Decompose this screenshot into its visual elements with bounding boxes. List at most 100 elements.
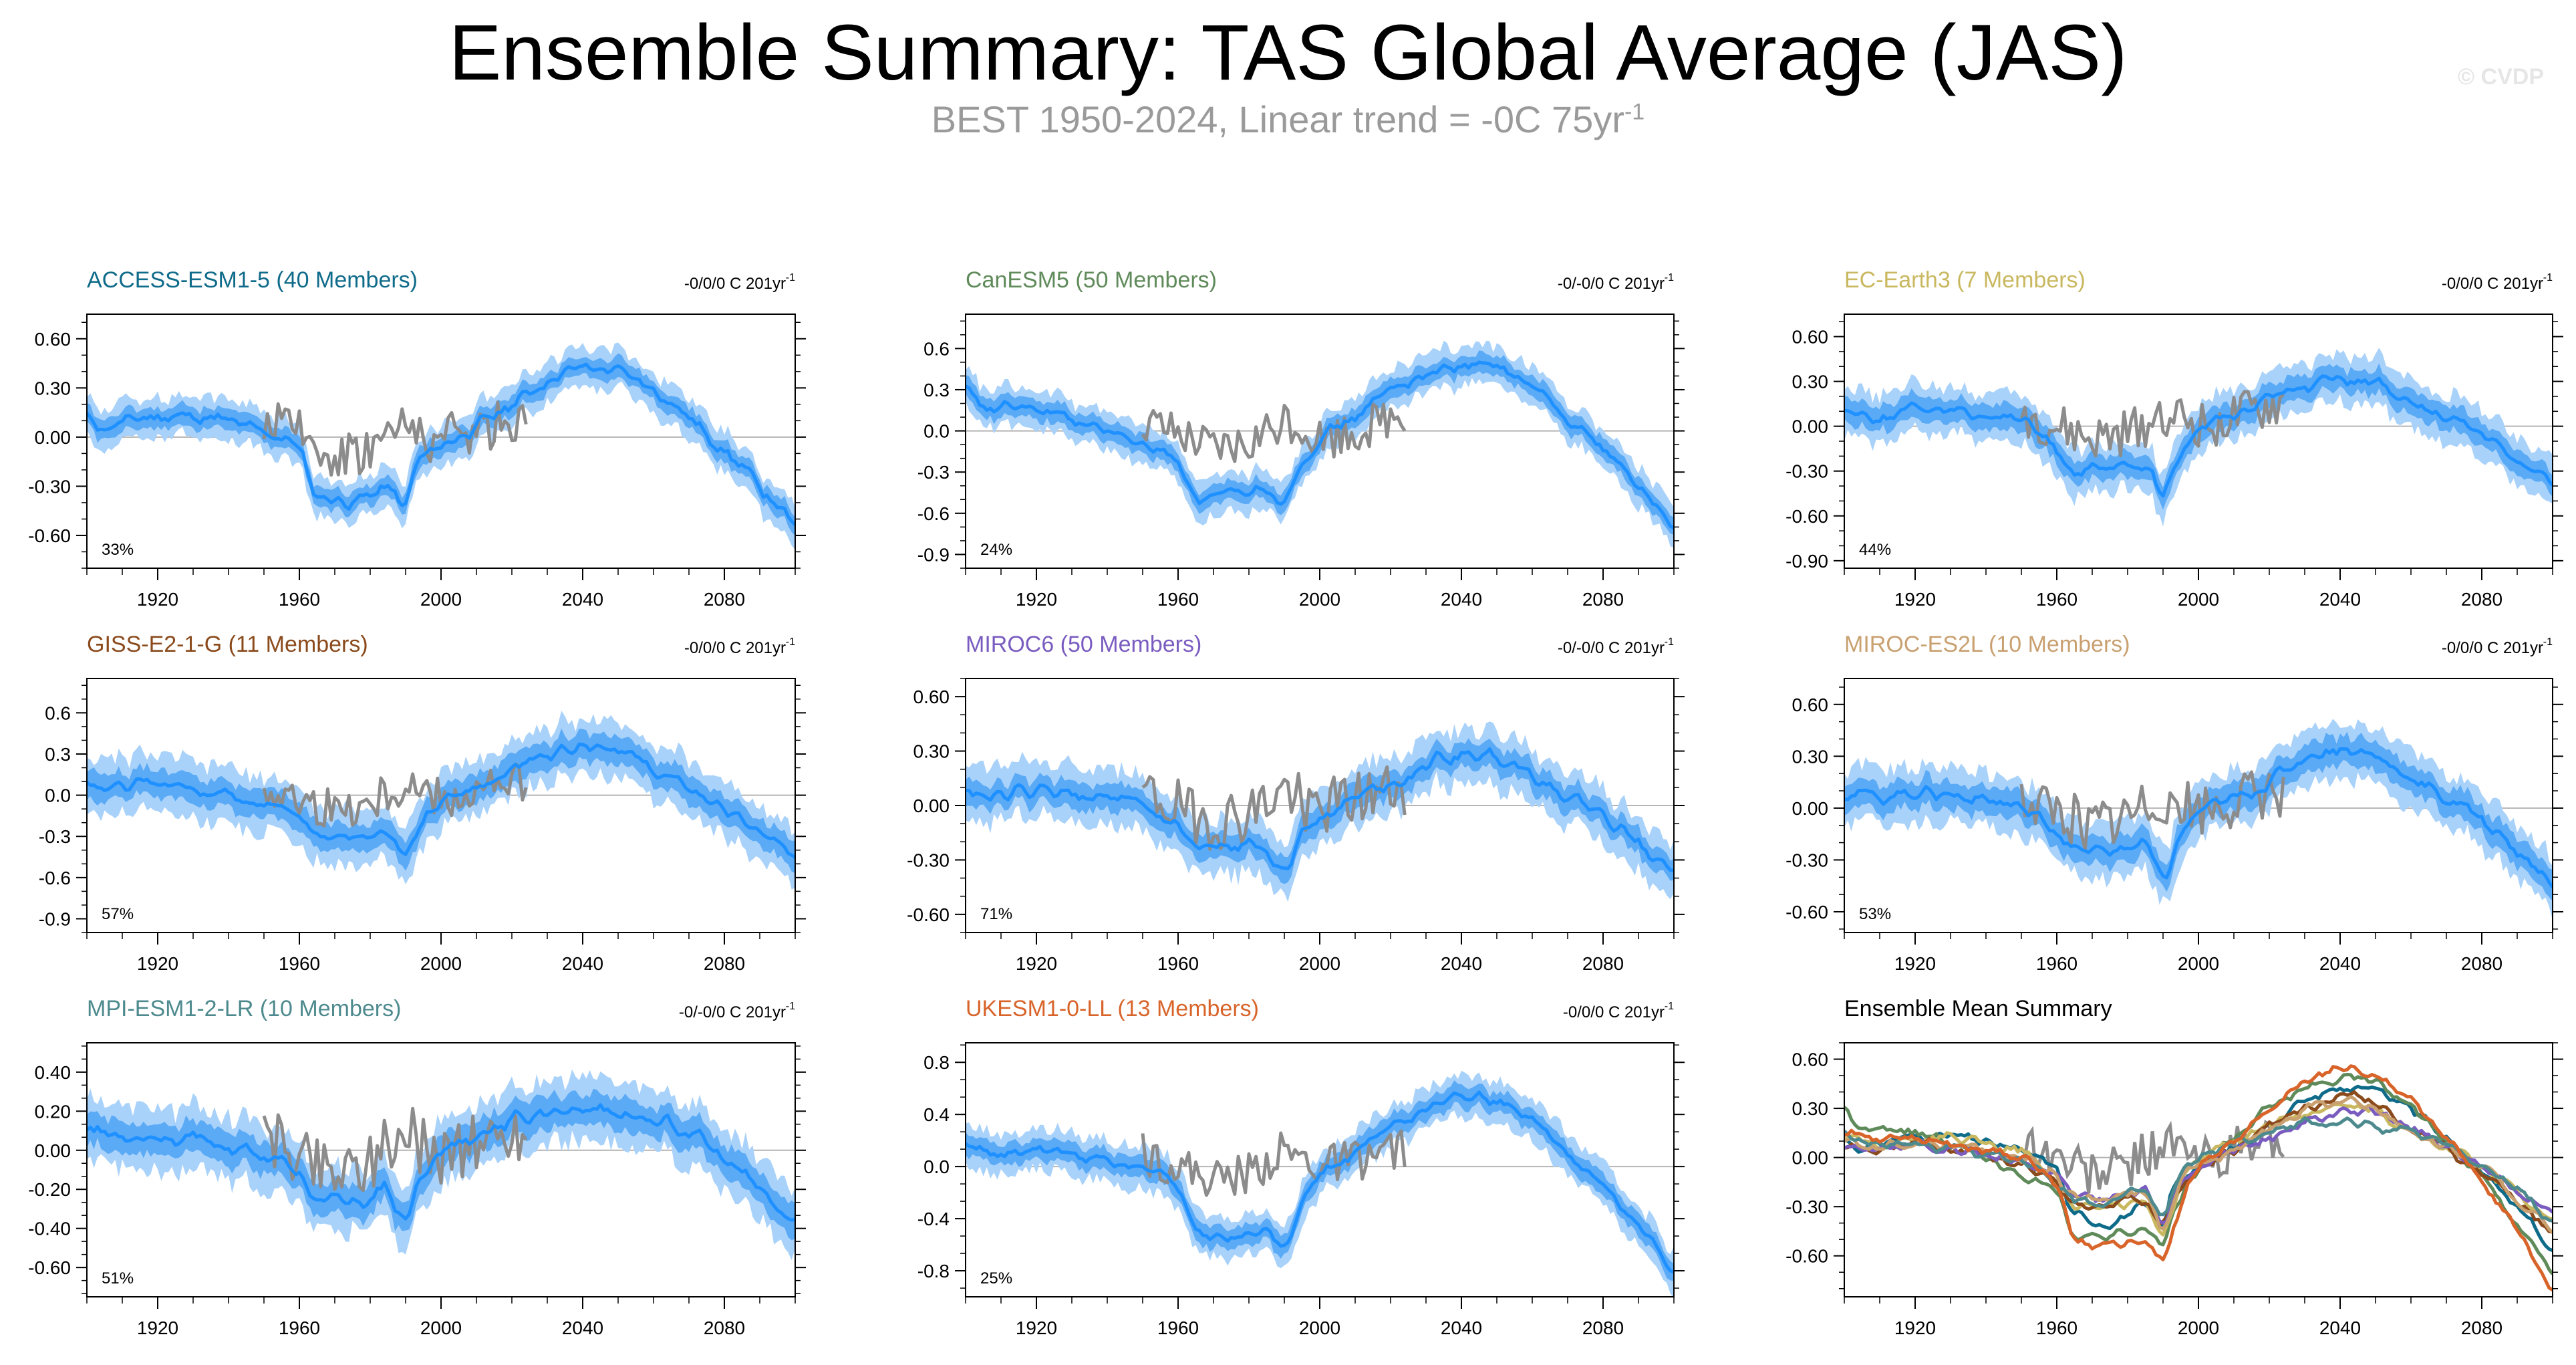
- percent-label: 57%: [102, 905, 134, 923]
- panel-title: ACCESS-ESM1-5 (40 Members): [87, 267, 418, 293]
- y-tick-label: -0.30: [1785, 1197, 1828, 1217]
- y-tick-label: 0.00: [1792, 798, 1829, 819]
- x-tick-label: 2040: [2319, 1318, 2361, 1338]
- observations-line: [2019, 770, 2285, 851]
- panel-title: MPI-ESM1-2-LR (10 Members): [87, 996, 401, 1021]
- panel-title: UKESM1-0-LL (13 Members): [966, 996, 1259, 1021]
- x-tick-label: 2040: [562, 953, 603, 974]
- x-tick-label: 1920: [1016, 589, 1057, 610]
- x-tick-label: 2040: [2319, 589, 2361, 610]
- y-tick-label: 0.30: [913, 741, 950, 762]
- y-tick-label: 0.60: [35, 329, 71, 350]
- y-tick-label: -0.9: [917, 544, 950, 565]
- x-tick-label: 1960: [279, 953, 320, 974]
- percent-label: 33%: [102, 541, 134, 559]
- x-tick-label: 2000: [420, 953, 462, 974]
- x-tick-label: 1920: [1894, 953, 1936, 974]
- x-tick-label: 2080: [1582, 589, 1624, 610]
- trend-label: -0/-0/0 C 201yr: [1558, 639, 1665, 657]
- ensemble-spread-inner-band: [1844, 731, 2553, 902]
- y-tick-label: -0.60: [1785, 506, 1828, 527]
- x-tick-label: 1920: [137, 589, 178, 610]
- y-tick-label: -0.60: [907, 904, 950, 925]
- page-subtitle: BEST 1950-2024, Linear trend = -0C 75yr-…: [0, 99, 2576, 140]
- y-tick-label: 0.30: [1792, 746, 1829, 767]
- trend-label: -0/0/0 C 201yr: [684, 275, 786, 293]
- x-tick-label: 2000: [1299, 589, 1340, 610]
- summary-line-canesm5: [1844, 1073, 2553, 1275]
- y-tick-label: -0.60: [1785, 1246, 1828, 1267]
- y-tick-label: -0.30: [28, 476, 71, 497]
- x-tick-label: 2000: [2178, 589, 2219, 610]
- trend-label-superscript: -1: [1665, 272, 1674, 283]
- ensemble-mean-line: [87, 362, 795, 526]
- y-tick-label: 0.60: [1792, 1049, 1829, 1070]
- panel-title: CanESM5 (50 Members): [966, 267, 1217, 293]
- x-tick-label: 1960: [2036, 1318, 2078, 1338]
- y-tick-label: -0.4: [917, 1209, 950, 1229]
- page-title: Ensemble Summary: TAS Global Average (JA…: [448, 9, 2128, 97]
- y-tick-label: -0.3: [917, 462, 950, 483]
- ensemble-mean-line: [966, 747, 1674, 872]
- observations-line: [262, 762, 528, 828]
- ensemble-spread-inner-band: [966, 1080, 1674, 1281]
- y-tick-label: 0.0: [923, 1156, 950, 1177]
- percent-label: 53%: [1859, 905, 1891, 923]
- trend-label-superscript: -1: [786, 636, 795, 648]
- x-tick-label: 2000: [1299, 953, 1340, 974]
- y-tick-label: 0.4: [923, 1104, 950, 1125]
- panel-title: EC-Earth3 (7 Members): [1844, 267, 2086, 293]
- y-tick-label: -0.60: [1785, 902, 1828, 922]
- panel-title: GISS-E2-1-G (11 Members): [87, 632, 368, 657]
- y-tick-label: -0.20: [28, 1179, 71, 1200]
- summary-line-mirocES2L: [1844, 1095, 2553, 1234]
- x-tick-label: 1920: [1016, 953, 1057, 974]
- x-tick-label: 1960: [1157, 1318, 1199, 1338]
- y-tick-label: -0.9: [39, 908, 71, 929]
- panel-data: [966, 340, 1674, 547]
- percent-label: 71%: [980, 905, 1012, 923]
- x-tick-label: 2040: [1441, 1318, 1482, 1338]
- y-tick-label: 0.20: [35, 1101, 71, 1122]
- panel-title: Ensemble Mean Summary: [1844, 996, 2112, 1021]
- panel-title: MIROC6 (50 Members): [966, 632, 1201, 657]
- trend-label: -0/-0/0 C 201yr: [679, 1003, 786, 1021]
- y-tick-label: -0.8: [917, 1261, 950, 1281]
- panel-data: [87, 711, 795, 890]
- panel-title: MIROC-ES2L (10 Members): [1844, 632, 2130, 657]
- y-tick-label: -0.60: [28, 1257, 71, 1278]
- ensemble-mean-line: [1844, 747, 2553, 888]
- x-tick-label: 2040: [2319, 953, 2361, 974]
- y-tick-label: -0.6: [917, 503, 950, 524]
- y-tick-label: 0.3: [923, 380, 950, 400]
- x-tick-label: 1960: [1157, 589, 1199, 610]
- ensemble-mean-line: [966, 360, 1674, 529]
- x-tick-label: 2000: [2178, 953, 2219, 974]
- trend-label-superscript: -1: [1665, 1001, 1674, 1012]
- x-tick-label: 2080: [1582, 1318, 1624, 1338]
- y-tick-label: 0.30: [1792, 1098, 1829, 1119]
- percent-label: 44%: [1859, 541, 1891, 559]
- panel-mirocES2L: MIROC-ES2L (10 Members) -0/0/0 C 201yr -1 0…: [1785, 632, 2563, 974]
- panel-mpi: MPI-ESM1-2-LR (10 Members) -0/-0/0 C 201y…: [28, 996, 806, 1338]
- panel-canesm5: CanESM5 (50 Members) -0/-0/0 C 201yr -1 0.6…: [917, 267, 1685, 610]
- panel-data: [1844, 719, 2553, 920]
- y-tick-label: -0.40: [28, 1219, 71, 1239]
- panel-summary: Ensemble Mean Summary 0.60 0.30 0.00 -0.30 -0…: [1785, 996, 2563, 1338]
- x-tick-label: 1920: [1016, 1318, 1057, 1338]
- subtitle-superscript: -1: [1624, 99, 1645, 125]
- observations-line: [1141, 765, 1407, 851]
- percent-label: 51%: [102, 1269, 134, 1287]
- ensemble-spread-outer-band: [966, 1070, 1674, 1297]
- panel-data: [1844, 348, 2553, 527]
- trend-label: -0/0/0 C 201yr: [1563, 1003, 1665, 1021]
- x-tick-label: 2080: [1582, 953, 1624, 974]
- x-tick-label: 1920: [1894, 1318, 1936, 1338]
- ensemble-spread-inner-band: [87, 353, 795, 536]
- x-tick-label: 2000: [2178, 1318, 2219, 1338]
- ensemble-mean-line: [87, 742, 795, 859]
- y-tick-label: 0.0: [45, 785, 71, 806]
- trend-label: -0/0/0 C 201yr: [684, 639, 786, 657]
- y-tick-label: -0.90: [1785, 551, 1828, 572]
